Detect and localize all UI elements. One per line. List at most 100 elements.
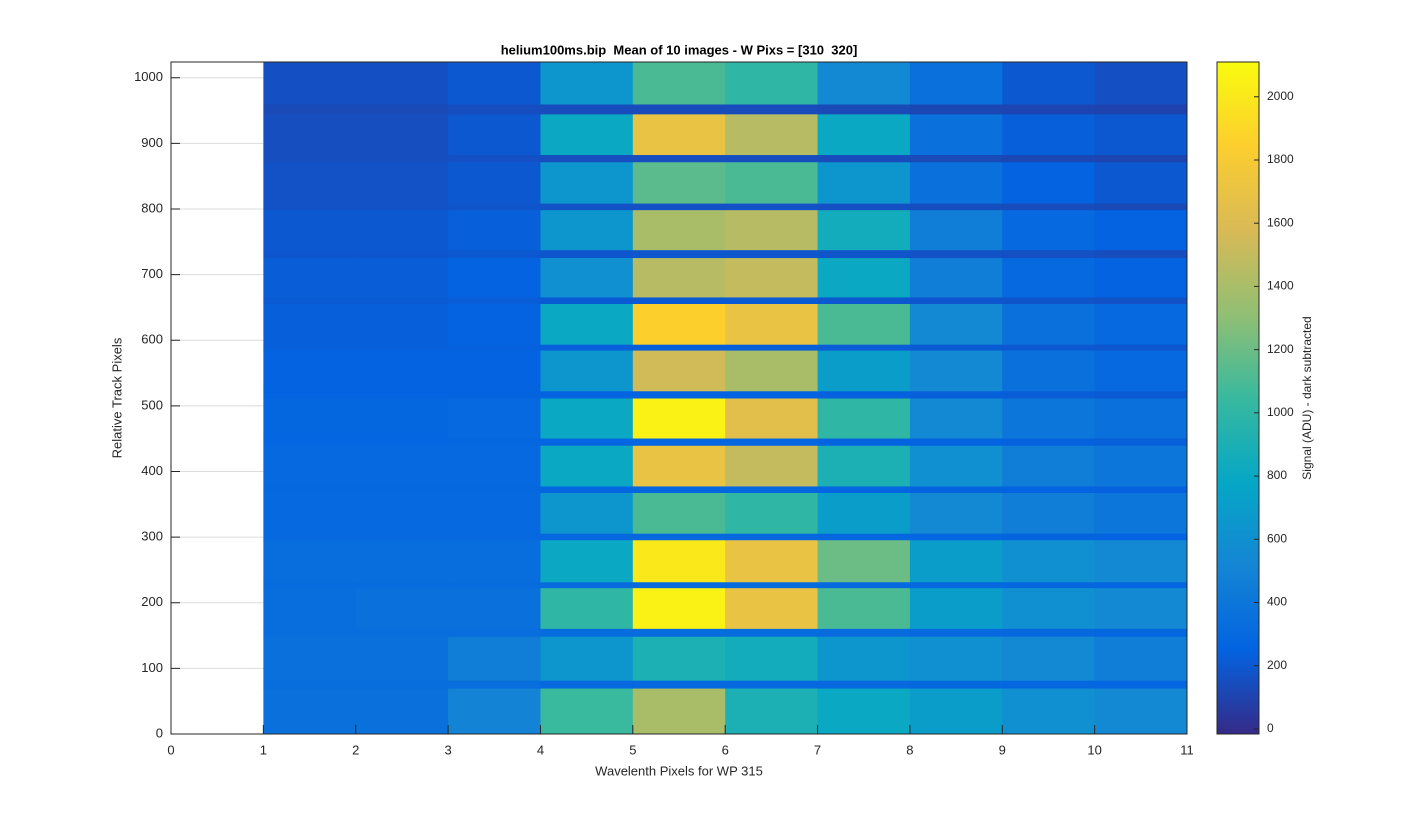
heatmap-cell <box>1002 209 1096 251</box>
heatmap-cell <box>632 688 726 735</box>
heatmap-cell <box>817 209 911 251</box>
heatmap-cell <box>263 209 357 251</box>
heatmap-cell <box>1002 688 1096 735</box>
heatmap-cell <box>1002 539 1096 583</box>
heatmap-cell <box>540 303 634 345</box>
colorbar <box>1216 61 1260 735</box>
heatmap-cell <box>540 628 634 637</box>
heatmap-cell <box>632 203 726 211</box>
heatmap-cell <box>355 344 449 351</box>
y-tick-label: 800 <box>141 200 163 215</box>
heatmap-cell <box>909 438 1003 446</box>
heatmap-cell <box>1094 492 1188 534</box>
heatmap-cell <box>448 438 541 446</box>
heatmap-cell <box>355 438 449 446</box>
heatmap-cell <box>632 154 726 163</box>
heatmap-cell <box>540 249 634 259</box>
heatmap-cell <box>1094 303 1188 345</box>
heatmap-cell <box>1094 539 1188 583</box>
heatmap-cell <box>1002 492 1096 534</box>
heatmap-cell <box>448 249 541 259</box>
heatmap-cell <box>632 303 726 345</box>
heatmap-cell <box>448 344 541 351</box>
heatmap-cell <box>355 636 449 681</box>
heatmap-cell <box>1002 628 1096 637</box>
heatmap-cell <box>263 249 357 259</box>
heatmap-cell <box>263 344 357 351</box>
heatmap-cell <box>632 581 726 589</box>
heatmap-cell <box>909 628 1003 637</box>
heatmap-cell <box>632 62 726 105</box>
heatmap-cell <box>725 492 819 534</box>
heatmap-cell <box>355 680 449 689</box>
heatmap-cell <box>355 398 449 439</box>
y-tick-label: 900 <box>141 135 163 150</box>
heatmap-cell <box>909 688 1003 735</box>
x-tick-label: 2 <box>352 742 359 757</box>
heatmap-cell <box>725 62 819 105</box>
heatmap-cell <box>540 438 634 446</box>
heatmap-cell <box>725 688 819 735</box>
heatmap-cell <box>355 539 449 583</box>
heatmap-cell <box>448 113 541 156</box>
axes-box <box>170 61 1188 735</box>
y-axis-label: Relative Track Pixels <box>109 337 124 458</box>
heatmap-cell <box>817 104 911 115</box>
heatmap-cell <box>355 296 449 304</box>
heatmap-cell <box>1094 485 1188 493</box>
heatmap-cell <box>448 680 541 689</box>
heatmap-cell <box>817 688 911 735</box>
heatmap-cell <box>725 303 819 345</box>
x-axis-label: Wavelenth Pixels for WP 315 <box>595 763 763 778</box>
heatmap-cell <box>263 113 357 156</box>
heatmap-cell <box>725 390 819 399</box>
heatmap-cell <box>540 350 634 392</box>
heatmap-cell <box>1094 390 1188 399</box>
heatmap-cell <box>263 688 357 735</box>
heatmap-cell <box>263 533 357 541</box>
heatmap-cell <box>1002 438 1096 446</box>
heatmap-cell <box>817 344 911 351</box>
heatmap-cell <box>1002 257 1096 298</box>
heatmap-cell <box>1094 113 1188 156</box>
heatmap-cell <box>263 154 357 163</box>
heatmap-cell <box>263 257 357 298</box>
colorbar-tick-label: 1600 <box>1267 215 1294 229</box>
heatmap-cell <box>263 203 357 211</box>
x-tick-label: 1 <box>260 742 267 757</box>
heatmap-cell <box>909 492 1003 534</box>
colorbar-tick-label: 600 <box>1267 531 1287 545</box>
heatmap-cell <box>448 445 541 487</box>
heatmap-cell <box>540 539 634 583</box>
colorbar-tick-label: 1400 <box>1267 279 1294 293</box>
heatmap-cell <box>632 113 726 156</box>
heatmap-cell <box>632 485 726 493</box>
heatmap-cell <box>540 257 634 298</box>
heatmap-cell <box>817 492 911 534</box>
heatmap-cell <box>1002 398 1096 439</box>
heatmap-cell <box>632 539 726 583</box>
heatmap-cell <box>909 485 1003 493</box>
x-tick-label: 9 <box>999 742 1006 757</box>
heatmap-cell <box>355 303 449 345</box>
heatmap-cell <box>448 636 541 681</box>
heatmap-cell <box>355 485 449 493</box>
heatmap-cell <box>540 104 634 115</box>
heatmap-cell <box>909 445 1003 487</box>
heatmap-cell <box>540 445 634 487</box>
heatmap-cell <box>540 203 634 211</box>
heatmap-cell <box>540 398 634 439</box>
heatmap-cell <box>725 539 819 583</box>
heatmap-cell <box>448 161 541 204</box>
x-tick-label: 8 <box>906 742 913 757</box>
heatmap-cell <box>909 203 1003 211</box>
heatmap-cell <box>725 104 819 115</box>
heatmap-cell <box>263 445 357 487</box>
heatmap-cell <box>540 587 634 629</box>
heatmap-cell <box>1002 104 1096 115</box>
heatmap-cell <box>817 154 911 163</box>
heatmap-cell <box>909 680 1003 689</box>
heatmap-cell <box>263 628 357 637</box>
heatmap-cell <box>725 113 819 156</box>
heatmap-cell <box>540 581 634 589</box>
